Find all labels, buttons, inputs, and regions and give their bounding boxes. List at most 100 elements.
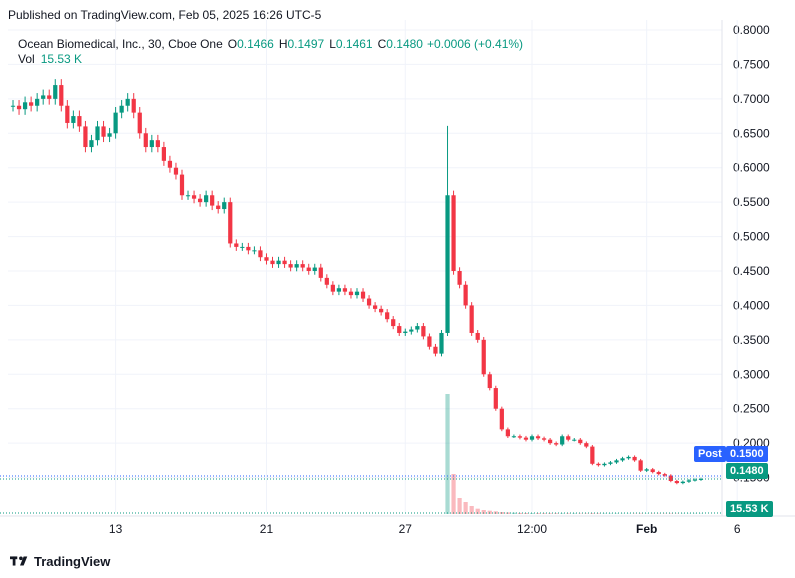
candle-body [336,288,342,292]
candle-body [475,332,480,340]
x-tick-label: 21 [260,522,274,536]
candle-body [572,439,577,441]
candle-body [445,195,450,333]
candle-body [71,116,76,123]
candle-body [397,326,402,333]
candle-body [692,479,698,481]
volume-bar [523,513,529,514]
last-price-badge: 0.1480 [726,463,768,479]
legend: Ocean Biomedical, Inc., 30, Cboe One O 0.1… [18,36,523,52]
candle-body [210,195,215,206]
candle-body [409,329,414,332]
candle-body [264,257,269,261]
candle-body [35,98,40,106]
candle-body [493,388,498,409]
candle-body [505,429,510,437]
candle-body [566,436,571,440]
y-tick-label: 0.5500 [733,195,770,209]
footer-brand: TradingView [34,553,111,569]
candle-body [149,140,154,148]
candle-body [59,85,64,106]
candle-body [83,126,88,148]
candle-body [548,439,553,444]
candle-body [554,443,559,445]
candle-body [77,116,82,127]
volume-badge: 15.53 K [726,501,773,517]
candle-body [318,267,323,278]
volume-bar [560,513,565,514]
volume-bar [535,513,541,514]
candle-body [240,246,245,248]
post-market-label: Post [694,446,726,462]
candle-body [137,112,142,134]
candle-body [469,305,474,333]
candle-body [638,460,643,471]
candle-body [191,195,197,199]
candle-body [511,436,517,438]
candle-body [481,339,486,375]
candle-body [312,267,317,271]
y-tick-label: 0.7500 [733,57,770,71]
legend-change: +0.0006 (+0.41%) [426,37,524,51]
candle-body [330,284,335,292]
x-tick-label: Feb [636,522,657,536]
candle-body [517,436,523,438]
x-tick-label: 12:00 [517,522,547,536]
legend-high-value: 0.1497 [287,37,325,51]
volume-legend: Vol 15.53 K [18,52,82,66]
candle-body [47,95,52,99]
candle-body [65,105,70,123]
x-tick-label: 27 [399,522,413,536]
candle-body [342,288,348,292]
candle-body [204,195,209,203]
volume-value: 15.53 K [40,52,83,66]
candle-body [246,246,251,251]
candle-body [360,291,366,299]
candle-body [197,198,203,203]
candle-body [89,140,94,148]
candle-body [119,105,124,113]
candle-body [101,126,106,137]
candle-body [644,469,649,471]
volume-bar [463,502,468,514]
candle-body [535,436,541,439]
volume-bar [572,513,577,514]
candle-body [131,98,136,113]
candle-body [306,267,311,271]
x-tick-label: 6 [734,522,741,536]
candle-body [216,205,221,210]
y-tick-label: 0.5000 [733,230,770,244]
candle-body [125,98,130,106]
candle-body [385,312,390,320]
candle-body [620,458,625,461]
candle-body [421,326,426,337]
candle-body [433,346,438,354]
candle-body [698,478,704,480]
legend-open-label: O [227,37,238,51]
candle-body [29,102,34,106]
candle-body [523,437,529,440]
y-tick-label: 0.8000 [733,23,770,37]
y-tick-label: 0.3000 [733,367,770,381]
candle-body [541,438,547,440]
volume-bar [548,513,553,514]
candle-body [590,446,595,464]
candle-body [294,264,299,268]
candle-body [53,85,58,99]
candle-body [578,439,583,444]
candle-body [529,436,535,440]
candle-body [560,436,565,445]
y-tick-label: 0.2500 [733,402,770,416]
candle-body [258,250,263,258]
legend-low-value: 0.1461 [335,37,373,51]
y-tick-label: 0.4500 [733,264,770,278]
volume-bar [566,513,571,514]
candle-body [674,481,679,484]
candle-body [228,202,233,244]
candlestick-chart[interactable]: 0.8000 0.7500 0.7000 0.6500 0.6000 0.5500 0.50… [0,0,795,546]
candle-body [372,305,378,309]
candle-body [234,243,239,247]
y-tick-label: 0.7000 [733,92,770,106]
legend-symbol: Ocean Biomedical, Inc., 30, Cboe One [18,37,223,51]
y-tick-label: 0.6500 [733,126,770,140]
